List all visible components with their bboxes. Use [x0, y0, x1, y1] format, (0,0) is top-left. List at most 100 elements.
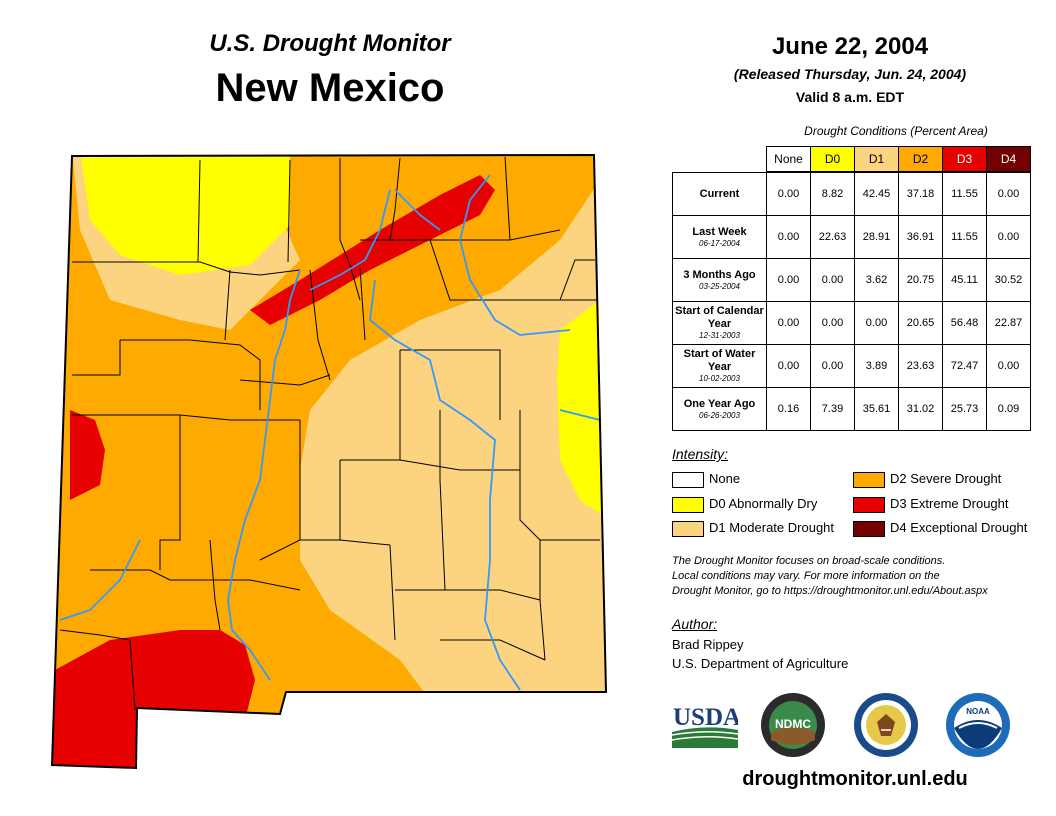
legend-swatch: [672, 496, 704, 513]
cell-d0: 22.63: [810, 215, 855, 259]
legend-swatch: [853, 520, 885, 537]
cell-d3: 72.47: [942, 344, 987, 388]
drought-conditions-table: Current 0.00 8.82 42.45 37.18 11.55 0.00…: [672, 172, 1031, 431]
table-row: Current 0.00 8.82 42.45 37.18 11.55 0.00: [672, 172, 1031, 216]
legend-item-none: None: [672, 470, 740, 488]
cell-d2: 20.75: [898, 258, 943, 302]
legend-swatch: [853, 496, 885, 513]
program-title: U.S. Drought Monitor: [209, 30, 451, 57]
department-of-commerce-seal-icon: [853, 692, 919, 758]
legend-swatch: [672, 471, 704, 488]
author-name: Brad Rippey: [672, 637, 744, 652]
svg-text:USDA: USDA: [673, 704, 738, 731]
legend-title: Intensity:: [672, 446, 729, 462]
note-line: The Drought Monitor focuses on broad-sca…: [672, 555, 946, 567]
col-d2: D2: [898, 146, 943, 172]
legend-item-d0: D0 Abnormally Dry: [672, 495, 817, 513]
table-row: Start of Calendar Year 12-31-2003 0.00 0.…: [672, 301, 1031, 345]
cell-d4: 0.00: [986, 172, 1031, 216]
table-row: 3 Months Ago 03-25-2004 0.00 0.00 3.62 20…: [672, 258, 1031, 302]
table-row: Last Week 06-17-2004 0.00 22.63 28.91 36.…: [672, 215, 1031, 259]
cell-d1: 3.89: [854, 344, 899, 388]
cell-d1: 28.91: [854, 215, 899, 259]
cell-d0: 7.39: [810, 387, 855, 431]
cell-d4: 0.00: [986, 215, 1031, 259]
row-label: Start of Calendar Year 12-31-2003: [672, 301, 767, 345]
map-date: June 22, 2004: [771, 33, 929, 60]
legend-label: None: [709, 471, 741, 486]
usda-logo: USDA: [671, 700, 741, 748]
county-boundaries: [59, 156, 600, 711]
state-outline: [50, 153, 608, 770]
category-header-row: None D0 D1 D2 D3 D4: [766, 146, 1031, 172]
legend-label: D1 Moderate Drought: [709, 520, 835, 535]
d0-northwest-area: [80, 155, 290, 275]
noaa-logo: NOAA: [945, 692, 1011, 758]
release-date: (Released Thursday, Jun. 24, 2004): [733, 66, 967, 82]
d3-southwest-area: [52, 630, 255, 768]
state-title: New Mexico: [215, 66, 445, 110]
cell-d3: 11.55: [942, 172, 987, 216]
cell-none: 0.00: [766, 215, 811, 259]
col-d0: D0: [810, 146, 855, 172]
cell-d2: 20.65: [898, 301, 943, 345]
cell-d0: 0.00: [810, 301, 855, 345]
cell-d3: 45.11: [942, 258, 987, 302]
cell-d4: 30.52: [986, 258, 1031, 302]
note-line: Local conditions may vary. For more info…: [672, 570, 940, 582]
row-label: Last Week 06-17-2004: [672, 215, 767, 259]
row-label: One Year Ago 06-26-2003: [672, 387, 767, 431]
svg-text:NDMC: NDMC: [775, 717, 811, 731]
new-mexico-drought-map: [50, 153, 608, 770]
cell-d1: 35.61: [854, 387, 899, 431]
cell-d2: 31.02: [898, 387, 943, 431]
cell-d1: 42.45: [854, 172, 899, 216]
cell-d1: 3.62: [854, 258, 899, 302]
row-label: 3 Months Ago 03-25-2004: [672, 258, 767, 302]
cell-none: 0.16: [766, 387, 811, 431]
cell-d2: 23.63: [898, 344, 943, 388]
d1-east-area: [300, 155, 606, 700]
svg-text:NOAA: NOAA: [966, 707, 990, 716]
cell-d1: 0.00: [854, 301, 899, 345]
col-d1: D1: [854, 146, 899, 172]
col-d3: D3: [942, 146, 987, 172]
ndmc-logo: NDMC: [760, 692, 826, 758]
cell-none: 0.00: [766, 344, 811, 388]
legend-label: D4 Exceptional Drought: [890, 520, 1028, 535]
table-row: One Year Ago 06-26-2003 0.16 7.39 35.61 3…: [672, 387, 1031, 431]
cell-d2: 37.18: [898, 172, 943, 216]
table-caption: Drought Conditions (Percent Area): [804, 124, 988, 138]
legend-item-d1: D1 Moderate Drought: [672, 519, 834, 537]
footer-url[interactable]: droughtmonitor.unl.edu: [742, 768, 968, 790]
cell-none: 0.00: [766, 258, 811, 302]
cell-d3: 11.55: [942, 215, 987, 259]
d3-west-area: [70, 410, 105, 500]
legend-label: D2 Severe Drought: [890, 471, 1002, 486]
cell-d3: 56.48: [942, 301, 987, 345]
row-label: Start of Water Year 10-02-2003: [672, 344, 767, 388]
legend-label: D3 Extreme Drought: [890, 496, 1009, 511]
table-row: Start of Water Year 10-02-2003 0.00 0.00 …: [672, 344, 1031, 388]
valid-time: Valid 8 a.m. EDT: [795, 89, 905, 105]
col-d4: D4: [986, 146, 1031, 172]
disclaimer-note: The Drought Monitor focuses on broad-sca…: [672, 554, 1042, 599]
rivers: [59, 174, 601, 691]
author-title: Author:: [672, 616, 718, 632]
legend-item-d3: D3 Extreme Drought: [853, 495, 1009, 513]
cell-d3: 25.73: [942, 387, 987, 431]
d0-east-area: [557, 300, 606, 520]
cell-d0: 8.82: [810, 172, 855, 216]
cell-none: 0.00: [766, 172, 811, 216]
cell-d4: 0.00: [986, 344, 1031, 388]
legend-item-d4: D4 Exceptional Drought: [853, 519, 1027, 537]
row-label: Current: [672, 172, 767, 216]
cell-none: 0.00: [766, 301, 811, 345]
cell-d4: 0.09: [986, 387, 1031, 431]
cell-d2: 36.91: [898, 215, 943, 259]
col-none: None: [766, 146, 811, 172]
cell-d4: 22.87: [986, 301, 1031, 345]
author-org: U.S. Department of Agriculture: [672, 656, 849, 671]
legend-item-d2: D2 Severe Drought: [853, 470, 1001, 488]
cell-d0: 0.00: [810, 344, 855, 388]
